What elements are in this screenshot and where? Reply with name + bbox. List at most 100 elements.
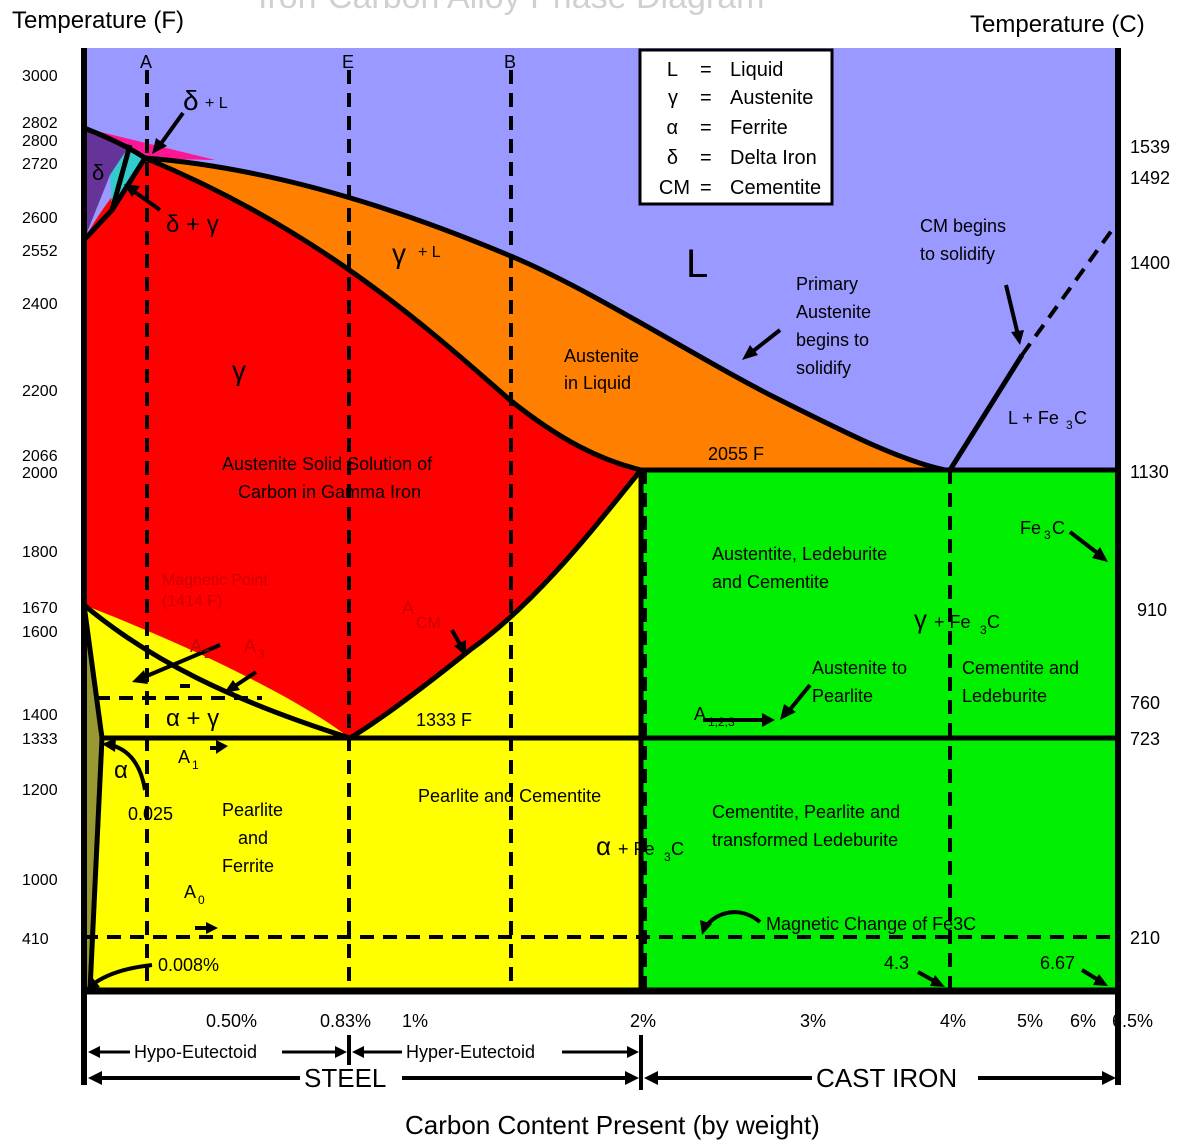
tick-1400c: 1400 [1130,253,1170,273]
magnetic-point-1: Magnetic Point [162,572,268,589]
a123-sub: 1,2,3 [708,715,735,729]
title-fragment: Iron-Carbon Alloy Phase Diagram [258,0,764,16]
tick-1pct: 1% [402,1011,428,1031]
alpha-gamma-symbol: α + γ [166,705,219,732]
tick-2600: 2600 [22,210,58,227]
pearlite-cementite: Pearlite and Cementite [418,786,601,806]
gamma-fe3c-c: C [987,612,1000,632]
tick-410: 410 [22,931,49,948]
delta-symbol: δ [92,160,104,185]
cast-iron-region [641,470,1118,990]
range-markers: Hypo-Eutectoid Hyper-Eutectoid STEEL CAS… [88,1035,1116,1093]
primary-4: solidify [796,358,851,378]
austenite-region [84,158,641,738]
x-tick-labels: 0.50% 0.83% 1% 2% 3% 4% 5% 6% 6.5% [206,1011,1153,1031]
alpha-gamma-region [84,605,350,738]
delta-gamma-symbol: δ + γ [166,211,219,238]
acm-line [348,468,643,741]
delta-region [84,128,130,240]
cm-solidify-line [947,353,1025,472]
tick-910: 910 [1137,600,1167,620]
alpha-symbol: α [114,757,128,784]
cast-iron-label: CAST IRON [816,1063,957,1093]
fe3c-label-c: C [1052,518,1065,538]
alpha-fe3c-c: C [671,839,684,859]
ledeburite-1: Austentite, Ledeburite [712,544,887,564]
gamma-l-suffix: + L [418,244,441,261]
tick-1000: 1000 [22,872,58,889]
fe3c-label-sub: 3 [1044,528,1051,542]
t1333: 1333 F [416,710,472,730]
tick-1130: 1130 [1130,462,1169,482]
a3-line [82,603,351,741]
tick-1800: 1800 [22,544,58,561]
arrows [86,111,1108,990]
austenite-liquid-1: Austenite [564,346,639,366]
a123-label: A [694,704,706,724]
austenite-liquid-2: in Liquid [564,373,631,393]
tick-2066: 2066 [22,448,58,465]
tick-1400: 1400 [22,707,58,724]
legend-eq-1: = [700,87,712,109]
t2055: 2055 F [708,444,764,464]
cem-led-1: Cementite and [962,658,1079,678]
tick-210: 210 [1130,928,1160,948]
legend-sym-1: γ [668,87,678,109]
liquid-symbol: L [686,242,708,286]
l-fe3c-c: C [1074,408,1087,428]
left-axis-title: Temperature (F) [12,7,184,34]
hypo-label: Hypo-Eutectoid [134,1042,257,1062]
tick-2200: 2200 [22,383,58,400]
tick-1333: 1333 [22,731,58,748]
alpha-fe3c-suffix: + Fe [618,839,655,859]
a2-label: A [190,636,202,656]
cem-pearl-1: Cementite, Pearlite and [712,802,900,822]
c0025-label: 0.025 [128,804,173,824]
acm-sub: CM [416,615,441,632]
legend-eq-3: = [700,147,712,169]
l-fe3c-sub: 3 [1066,418,1073,432]
tick-2720: 2720 [22,156,58,173]
right-tick-labels: 1539 1492 1400 1130 910 760 723 210 [1130,137,1170,948]
c43-label: 4.3 [884,953,909,973]
legend-def-2: Ferrite [730,117,788,139]
delta-boundary-2 [109,156,148,212]
legend-def-1: Austenite [730,87,813,109]
legend-eq-4: = [700,177,712,199]
legend: L = Liquid γ = Austenite α = Ferrite δ =… [638,48,834,206]
magnetic-point-2: (1414 F) [162,593,222,610]
a3-label: A [244,636,256,656]
gamma-l-symbol: γ [392,238,406,269]
delta-liquid-region-2 [84,128,215,160]
tick-1539: 1539 [1130,137,1170,157]
tick-2000: 2000 [22,465,58,482]
pearlite-ferrite-2: and [238,828,268,848]
c0008-label: 0.008% [158,955,219,975]
steel-label: STEEL [304,1063,386,1093]
ferrite-solvus [81,604,105,991]
c667-label: 6.67 [1040,953,1075,973]
aus-pearlite-2: Pearlite [812,686,873,706]
tick-1670: 1670 [22,600,58,617]
cem-pearl-2: transformed Ledeburite [712,830,898,850]
tick-2400: 2400 [22,296,58,313]
cm-solidify-dashed [1020,228,1114,357]
tick-3000: 3000 [22,68,58,85]
legend-sym-2: α [666,117,678,139]
alpha-fe3c-symbol: α [596,831,611,861]
a1-sub: 1 [192,758,199,772]
delta-l-symbol: δ [183,85,199,116]
legend-sym-4: CM [659,177,690,199]
gamma-fe3c-sub: 3 [980,623,987,637]
tick-2802: 2802 [22,115,58,132]
austenite-solid-1: Austenite Solid Solution of [222,454,433,474]
tick-050: 0.50% [206,1011,257,1031]
tick-65pct: 6.5% [1112,1011,1153,1031]
austenite-solid-2: Carbon in Gamma Iron [238,482,421,502]
tick-760: 760 [1130,693,1160,713]
fe3c-label: Fe [1020,518,1041,538]
a0-label: A [184,882,196,902]
ferrite-region [84,610,102,990]
a0-sub: 0 [198,893,205,907]
vertical-e-label: E [342,52,354,72]
